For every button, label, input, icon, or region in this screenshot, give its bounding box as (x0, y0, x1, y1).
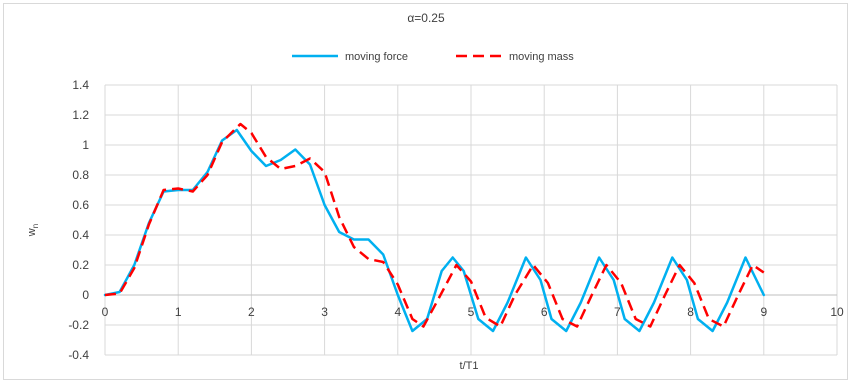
x-tick-label: 3 (321, 305, 328, 319)
y-tick-label: 1.2 (72, 108, 89, 122)
y-tick-label: -0.4 (68, 348, 89, 362)
series-group (103, 122, 766, 333)
y-tick-label: 0.2 (72, 258, 89, 272)
y-axis-ticks: 1.4 1.2 1 0.8 0.6 0.4 0.2 0 -0.2 -0.4 (68, 78, 89, 362)
x-tick-label: 5 (468, 305, 475, 319)
y-tick-label: 0.8 (72, 168, 89, 182)
y-tick-label: 0.6 (72, 198, 89, 212)
x-tick-label: 1 (175, 305, 182, 319)
x-tick-label: 4 (394, 305, 401, 319)
y-tick-label: 1.4 (72, 78, 89, 92)
x-axis-label: t/T1 (460, 360, 479, 372)
x-tick-label: 2 (248, 305, 255, 319)
y-axis-label: wn (26, 224, 40, 237)
x-axis-ticks: 0 1 2 3 4 5 6 7 8 9 10 (102, 305, 844, 319)
legend-label-moving-mass: moving mass (509, 51, 574, 63)
x-tick-label: 7 (614, 305, 621, 319)
y-axis-label-main: w (26, 228, 38, 237)
series-line-moving-mass (104, 122, 765, 328)
chart-frame (3, 3, 848, 380)
y-tick-label: 0 (82, 288, 89, 302)
chart-title: α=0.25 (407, 11, 445, 25)
y-tick-label: 0.4 (72, 228, 89, 242)
series-line-moving-force (103, 128, 766, 333)
x-tick-label: 6 (541, 305, 548, 319)
x-tick-label: 9 (760, 305, 767, 319)
y-axis-label-subscript: n (31, 224, 40, 228)
x-tick-label: 8 (687, 305, 694, 319)
x-tick-label: 10 (830, 305, 844, 319)
legend-label-moving-force: moving force (345, 51, 408, 63)
y-axis-label-group: wn (26, 224, 40, 237)
y-tick-label: -0.2 (68, 318, 89, 332)
x-tick-label: 0 (102, 305, 109, 319)
legend: moving force moving mass (292, 51, 574, 63)
y-tick-label: 1 (82, 138, 89, 152)
